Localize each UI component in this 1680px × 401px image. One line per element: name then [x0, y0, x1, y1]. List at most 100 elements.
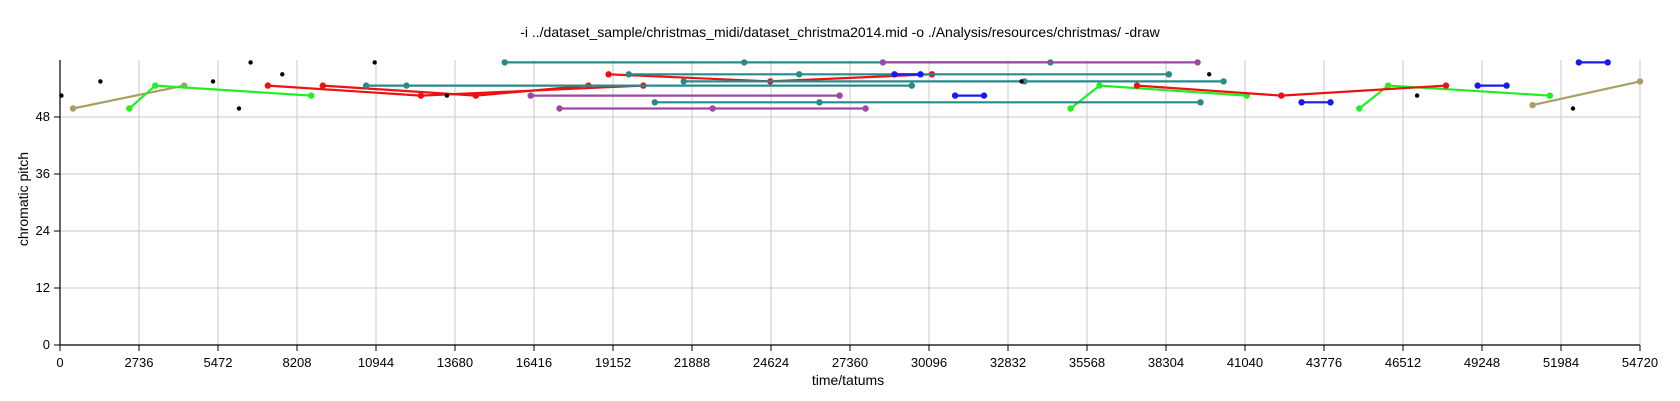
y-tick-label: 12: [36, 280, 50, 295]
series-point: [1604, 59, 1611, 66]
note-point: [1570, 106, 1576, 111]
x-tick-label: 54720: [1622, 355, 1658, 370]
series-blue: [891, 71, 924, 78]
series-point: [126, 105, 133, 112]
series-point: [908, 82, 915, 89]
note-point: [280, 72, 285, 77]
series-point: [917, 71, 924, 78]
series-point: [1474, 82, 1481, 89]
series-blue: [1474, 82, 1510, 89]
x-tick-label: 19152: [595, 355, 631, 370]
series-green: [1356, 82, 1554, 112]
series-line: [1532, 80, 1641, 107]
series-red: [1133, 82, 1450, 99]
series-purple: [556, 105, 869, 112]
series-point: [1096, 82, 1103, 89]
series-point: [417, 92, 425, 99]
series-point: [1220, 78, 1227, 85]
series-point: [1327, 99, 1334, 106]
series-point: [1575, 59, 1583, 66]
x-tick-label: 5472: [204, 355, 233, 370]
x-tick-label: 13680: [437, 355, 473, 370]
x-tick-label: 10944: [358, 355, 394, 370]
series-point: [403, 82, 410, 89]
series-layer: [69, 59, 1644, 112]
x-tick-label: 41040: [1227, 355, 1263, 370]
series-point: [651, 99, 658, 106]
series-point: [879, 59, 887, 66]
series-point: [951, 92, 959, 99]
series-point: [308, 92, 315, 99]
series-olive: [1529, 78, 1644, 109]
series-point: [796, 71, 803, 78]
y-tick-label: 36: [36, 166, 50, 181]
x-tick-label: 49248: [1464, 355, 1500, 370]
series-point: [836, 92, 843, 99]
chart-title: -i ../dataset_sample/christmas_midi/data…: [520, 24, 1160, 40]
series-point: [1278, 92, 1285, 99]
series-point: [319, 82, 326, 89]
series-line: [72, 84, 185, 110]
note-point: [236, 106, 242, 111]
note-point: [1019, 79, 1024, 84]
series-point: [152, 82, 159, 89]
series-point: [1298, 99, 1305, 106]
series-point: [605, 71, 612, 78]
series-teal: [651, 99, 1204, 106]
series-point: [264, 82, 272, 89]
series-blue: [1575, 59, 1611, 66]
series-point: [1636, 78, 1644, 85]
series-point: [1356, 105, 1363, 112]
note-point: [1207, 72, 1212, 77]
series-line: [128, 84, 312, 110]
x-tick-label: 16416: [516, 355, 552, 370]
note-point: [444, 93, 450, 98]
y-axis-label: chromatic pitch: [15, 152, 31, 246]
y-tick-label: 48: [36, 109, 50, 124]
x-axis-label: time/tatums: [812, 372, 884, 388]
series-purple: [527, 92, 843, 99]
x-tick-label: 38304: [1148, 355, 1184, 370]
x-tick-label: 2736: [125, 355, 154, 370]
x-tick-label: 8208: [283, 355, 312, 370]
series-point: [680, 78, 687, 85]
series-teal: [625, 71, 1173, 78]
series-point: [501, 59, 508, 66]
series-point: [1442, 82, 1450, 89]
series-point: [625, 71, 632, 78]
x-tick-label: 0: [56, 355, 63, 370]
series-point: [1503, 82, 1510, 89]
axes: 0 2736 5472 8208 10944 13680 16416 19152 21888 24…: [36, 60, 1658, 370]
x-tick-label: 21888: [674, 355, 710, 370]
series-point: [980, 92, 988, 99]
y-tick-label: 0: [43, 337, 50, 352]
series-point: [709, 105, 716, 112]
series-red: [319, 82, 592, 99]
x-tick-label: 30096: [911, 355, 947, 370]
series-red: [264, 82, 647, 99]
x-tick-label: 24624: [753, 355, 789, 370]
series-purple: [879, 59, 1201, 66]
series-point: [816, 99, 823, 106]
series-point: [527, 92, 534, 99]
note-point: [98, 79, 103, 84]
series-point: [69, 105, 77, 112]
series-point: [741, 59, 748, 66]
series-teal: [680, 78, 1227, 85]
x-tick-label: 35568: [1069, 355, 1105, 370]
series-point: [862, 105, 869, 112]
x-tick-label: 46512: [1385, 355, 1421, 370]
series-point: [362, 82, 370, 89]
series-point: [891, 71, 898, 78]
series-line: [1069, 84, 1247, 110]
x-tick-label: 43776: [1306, 355, 1342, 370]
series-point: [556, 105, 563, 112]
series-red: [605, 71, 936, 85]
series-point: [1133, 82, 1141, 89]
x-tick-label: 51984: [1543, 355, 1579, 370]
y-tick-label: 24: [36, 223, 50, 238]
series-point: [1529, 101, 1536, 109]
series-teal: [362, 82, 915, 89]
note-point: [372, 60, 377, 65]
note-point: [210, 79, 216, 84]
